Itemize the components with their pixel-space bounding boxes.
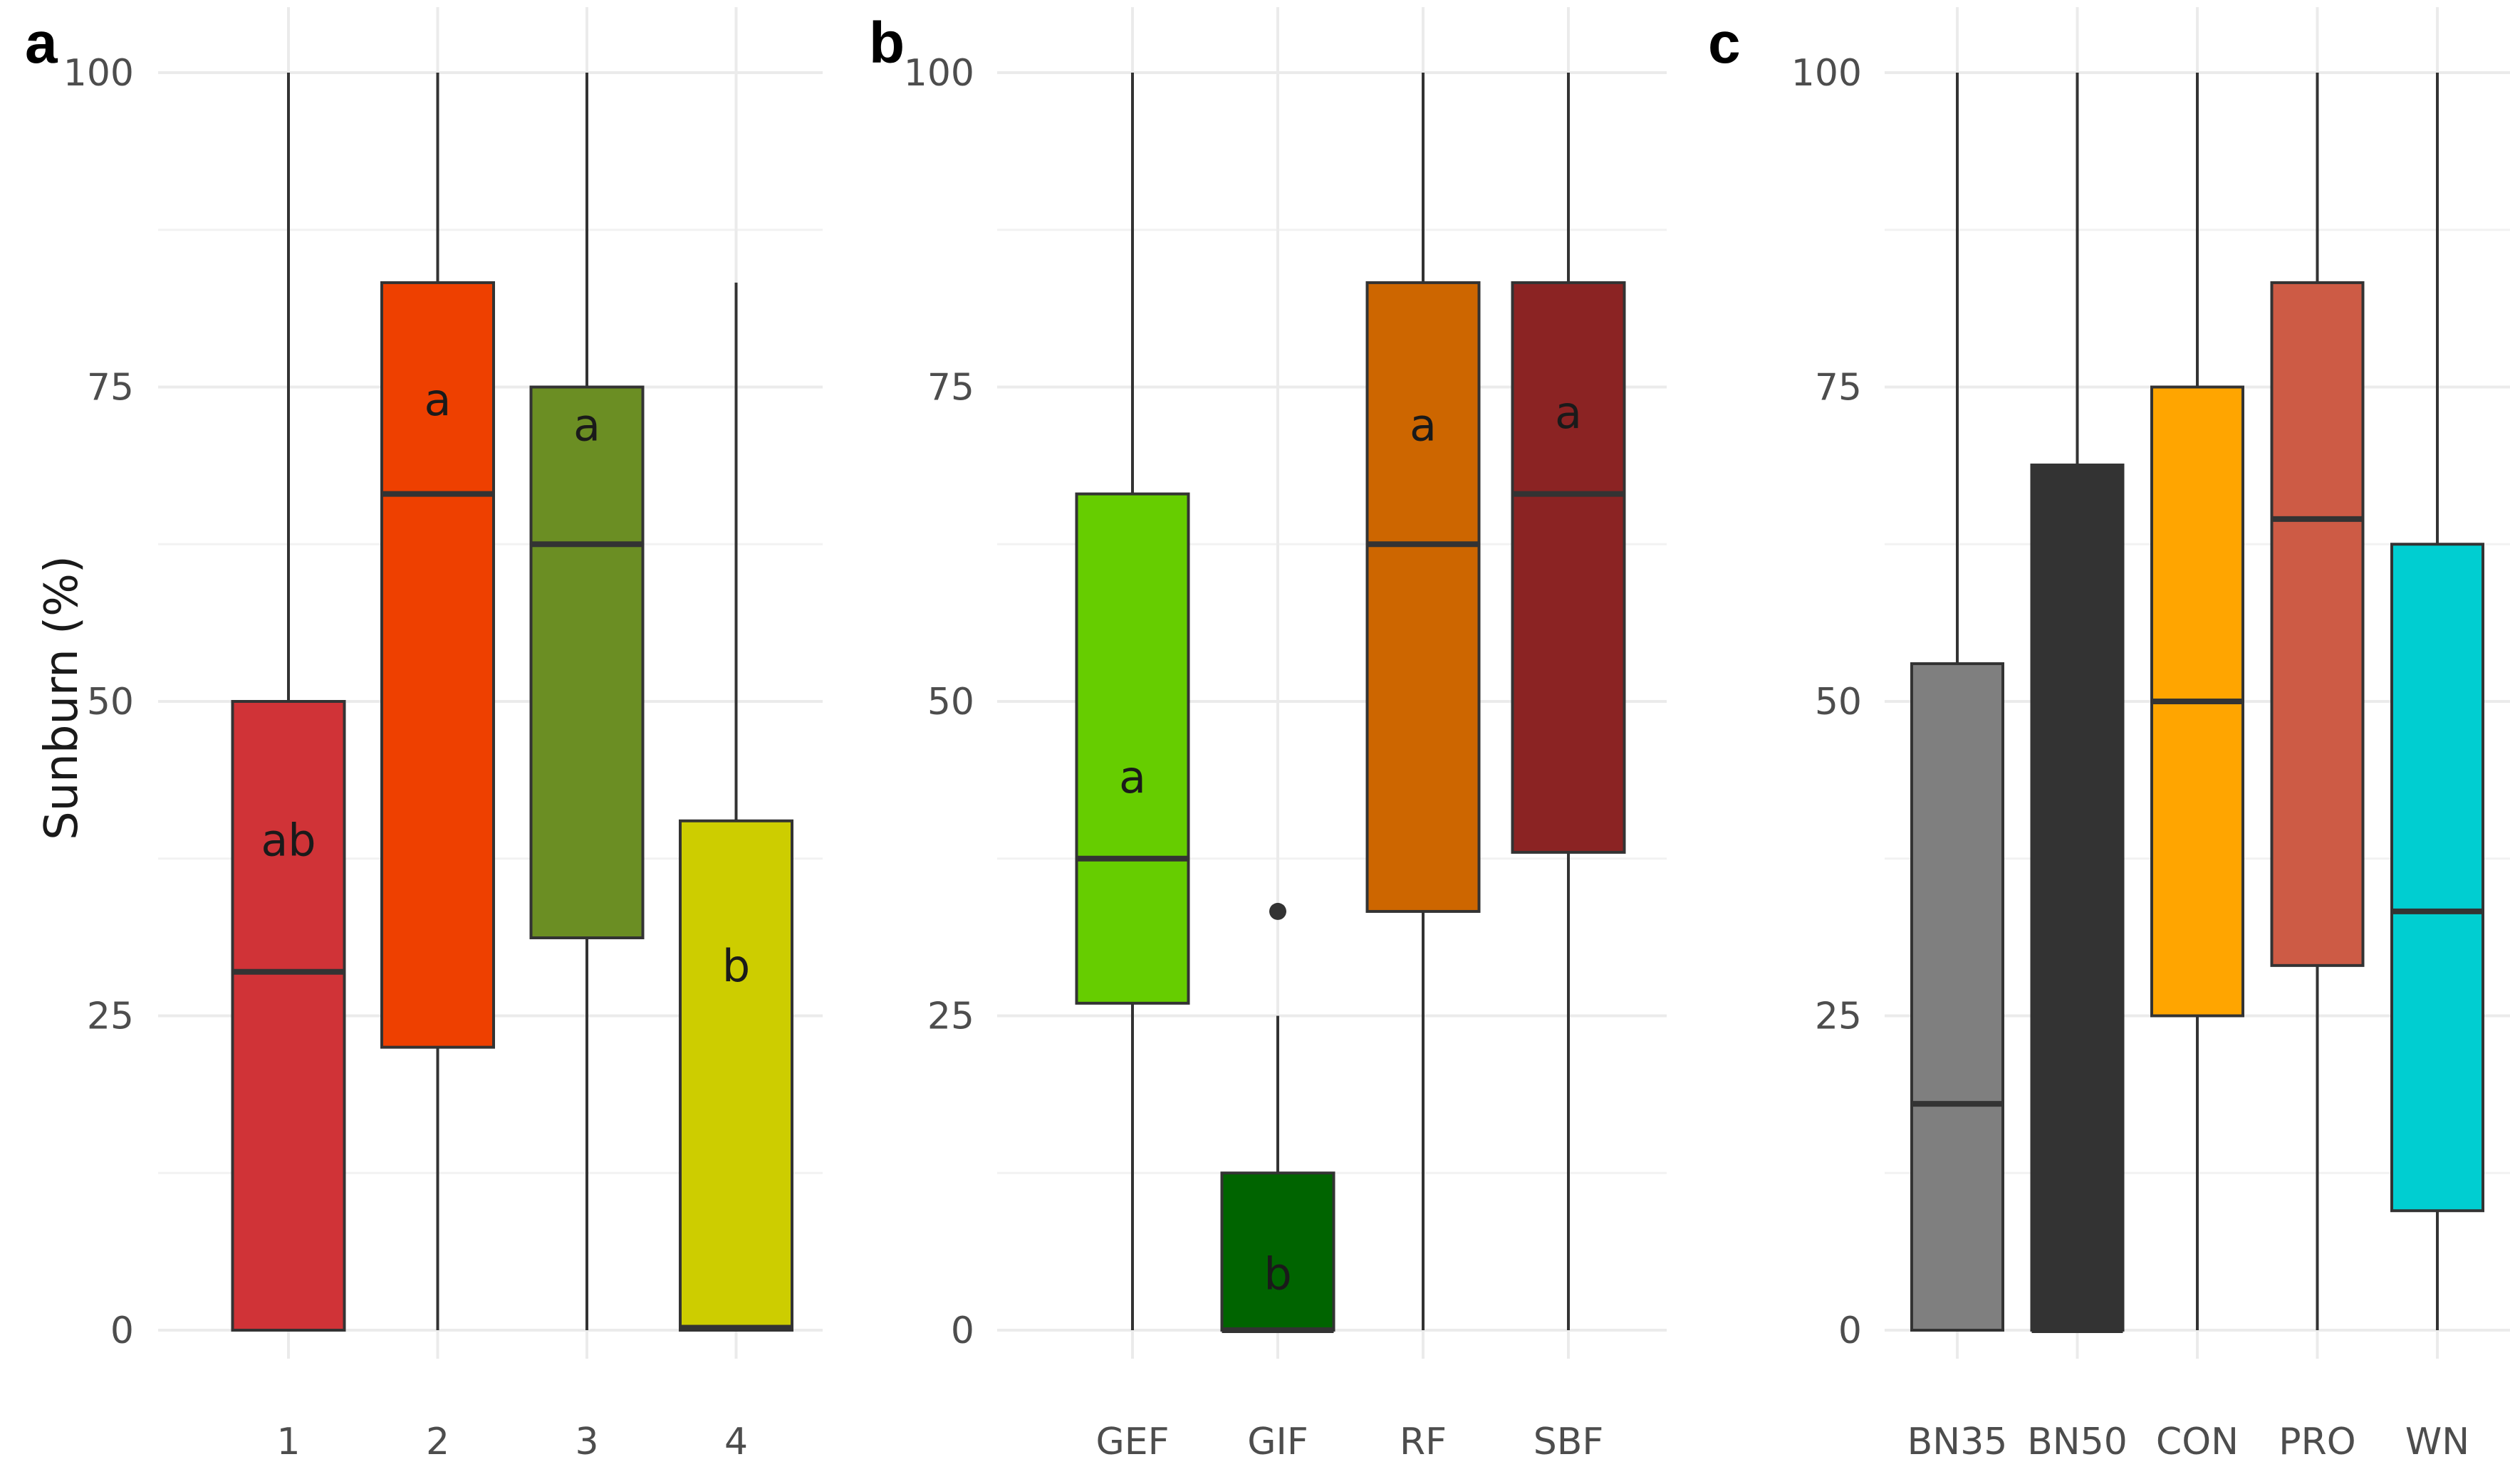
significance-letter: ab (261, 814, 316, 866)
box-BN35 (1910, 662, 2004, 1332)
x-tick-label: GIF (1247, 1421, 1308, 1463)
y-tick-label: 100 (904, 52, 974, 95)
significance-letter: b (1264, 1248, 1291, 1300)
x-tick-label: BN35 (1907, 1421, 2008, 1463)
box-SBF (1511, 281, 1626, 854)
y-tick-label: 25 (927, 996, 974, 1038)
x-tick-label: SBF (1533, 1421, 1604, 1463)
box-GIF (1220, 1171, 1335, 1332)
y-tick-label: 25 (87, 996, 134, 1038)
y-tick-label: 100 (1791, 52, 1862, 95)
significance-letter: a (1555, 387, 1582, 439)
y-tick-label: 75 (1815, 367, 1862, 409)
x-tick-label: 2 (426, 1421, 449, 1463)
y-tick-label: 100 (63, 52, 134, 95)
x-tick-label: 4 (724, 1421, 748, 1463)
y-tick-label: 25 (1815, 996, 1862, 1038)
box-RF (1365, 281, 1481, 913)
box-4 (679, 819, 793, 1332)
x-tick-label: PRO (2279, 1421, 2355, 1463)
x-tick-label: CON (2156, 1421, 2239, 1463)
panel-tag: b (869, 11, 905, 75)
x-tick-label: WN (2405, 1421, 2469, 1463)
x-tick-label: 1 (276, 1421, 300, 1463)
x-tick-label: 3 (575, 1421, 598, 1463)
box-GEF (1075, 492, 1190, 1005)
y-axis-label: Sunburn (%) (36, 555, 88, 840)
y-tick-label: 75 (87, 367, 134, 409)
outlier-point (1269, 902, 1286, 920)
box-PRO (2270, 281, 2365, 967)
significance-letter: a (1410, 399, 1437, 451)
y-tick-label: 0 (951, 1310, 974, 1352)
box-1 (231, 700, 346, 1332)
y-tick-label: 50 (87, 681, 134, 723)
significance-letter: a (573, 399, 600, 451)
panel-tag: a (25, 11, 58, 75)
x-tick-label: RF (1400, 1421, 1447, 1463)
box-2 (380, 281, 495, 1049)
y-tick-label: 75 (927, 367, 974, 409)
box-3 (529, 385, 645, 940)
x-tick-label: BN50 (2027, 1421, 2128, 1463)
significance-letter: a (425, 374, 452, 426)
y-tick-label: 50 (1815, 681, 1862, 723)
y-tick-label: 50 (927, 681, 974, 723)
box-BN50 (2030, 463, 2125, 1332)
significance-letter: a (1119, 751, 1146, 803)
y-tick-label: 0 (110, 1310, 134, 1352)
y-tick-label: 0 (1838, 1310, 1862, 1352)
x-tick-label: GEF (1095, 1421, 1169, 1463)
panel-tag: c (1708, 11, 1741, 75)
significance-letter: b (722, 940, 750, 992)
box-WN (2390, 543, 2484, 1213)
